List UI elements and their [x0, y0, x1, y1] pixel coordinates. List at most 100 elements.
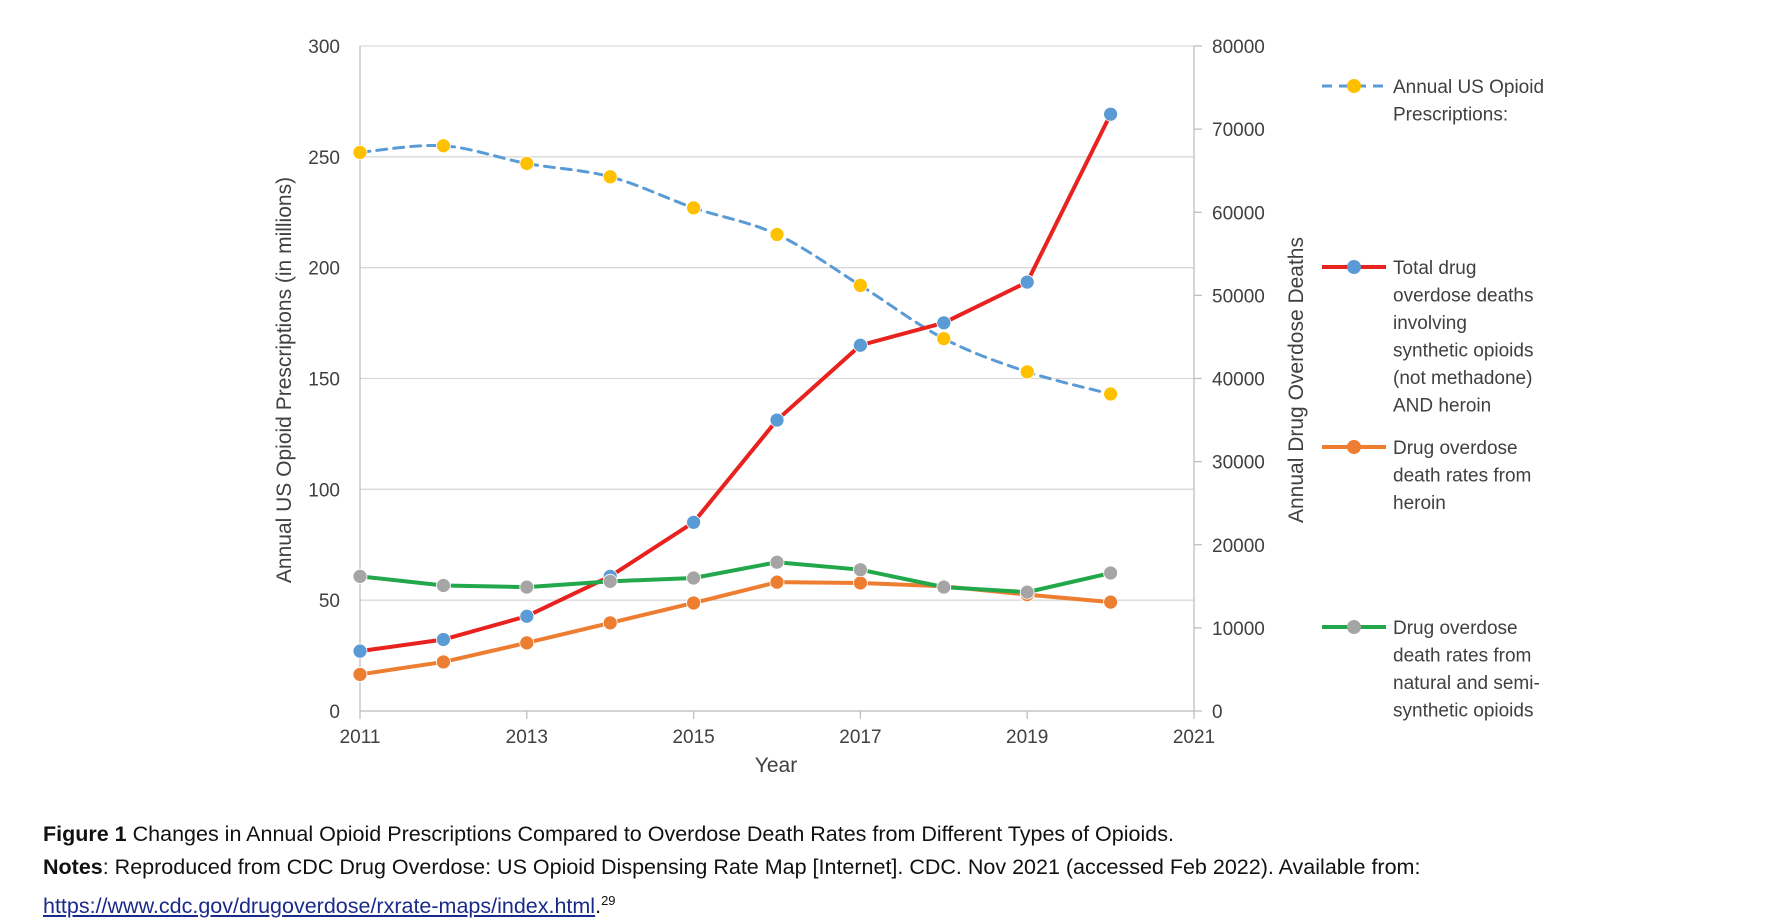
figure-title: Changes in Annual Opioid Prescriptions C… [132, 822, 1174, 846]
gridlines [360, 45, 1194, 712]
y-left-tick-label: 0 [329, 702, 340, 723]
legend-label-3: Drug overdose [1393, 618, 1518, 639]
series-2-point [853, 575, 868, 591]
series-0-point [1019, 364, 1035, 380]
y-right-tick-label: 60000 [1212, 203, 1265, 224]
series-line-3 [358, 560, 1113, 595]
series-0-point [435, 138, 451, 154]
notes-label: Notes [43, 855, 103, 879]
series-2-point [769, 574, 785, 590]
series-2-point [435, 654, 451, 670]
series-2-point [352, 667, 368, 682]
legend-label-3: death rates from [1393, 646, 1531, 667]
y-right-tick-label: 10000 [1212, 619, 1265, 640]
y-left-tick-label: 50 [319, 591, 340, 612]
series-0-point [769, 227, 785, 242]
series-0-point [352, 144, 368, 160]
series-2-point [519, 635, 535, 651]
source-link[interactable]: https://www.cdc.gov/drugoverdose/rxrate-… [43, 894, 596, 919]
x-tick-label: 2015 [672, 727, 714, 748]
y-right-tick-label: 50000 [1212, 286, 1265, 307]
y-right-axis-title: Annual Drug Overdose Deaths [1285, 237, 1308, 523]
series-3-point [686, 570, 701, 586]
figure-label: Figure 1 [43, 822, 127, 846]
notes-text: : Reproduced from CDC Drug Overdose: US … [102, 855, 1421, 879]
tick-labels: 0 50 100 150 200 250 300 0 10000 20000 30000 40000 5… [308, 37, 1265, 748]
legend: Annual US Opioid Prescriptions: Total drug… [1322, 77, 1544, 722]
y-right-tick-label: 30000 [1212, 453, 1265, 474]
series-1-point [769, 412, 785, 428]
y-right-tick-label: 20000 [1212, 536, 1265, 557]
series-2-point [602, 615, 618, 631]
series-0-point [519, 156, 535, 171]
axes [359, 45, 1202, 719]
figure-caption: Figure 1 Changes in Annual Opioid Prescr… [43, 818, 1783, 923]
series-3-point [853, 562, 868, 578]
legend-label-1: AND heroin [1393, 396, 1491, 417]
series-line-1 [358, 112, 1113, 654]
legend-label-2: Drug overdose [1393, 438, 1518, 459]
reference-number: 29 [601, 893, 616, 908]
series-2-point [1103, 594, 1118, 610]
series-1-point [853, 337, 868, 353]
legend-label-0: Prescriptions: [1393, 105, 1508, 126]
y-left-tick-label: 200 [308, 259, 340, 280]
x-axis-title: Year [755, 754, 797, 777]
y-right-tick-label: 0 [1212, 702, 1223, 723]
y-right-tick-label: 40000 [1212, 370, 1265, 391]
legend-label-3: natural and semi- [1393, 673, 1540, 694]
legend-label-1: (not methadone) [1393, 368, 1532, 389]
dual-axis-line-chart: 0 50 100 150 200 250 300 0 10000 20000 30000 40000 5… [273, 37, 1544, 777]
x-tick-label: 2019 [1006, 727, 1048, 748]
x-tick-label: 2017 [839, 727, 881, 748]
legend-label-2: death rates from [1393, 466, 1531, 487]
y-right-tick-label: 80000 [1212, 37, 1265, 58]
x-tick-label: 2013 [506, 727, 548, 748]
y-right-tick-label: 70000 [1212, 120, 1265, 141]
series-0-point [686, 200, 701, 216]
legend-label-1: involving [1393, 313, 1467, 334]
series-1-point [519, 608, 535, 624]
series-3-point [602, 573, 618, 589]
series-0-point [936, 331, 952, 347]
legend-label-0: Annual US Opioid [1393, 77, 1544, 98]
legend-swatch-marker-2 [1347, 440, 1361, 454]
series-1-point [435, 632, 451, 647]
series-3-point [519, 579, 535, 595]
series-3-point [936, 579, 952, 595]
series-1-point [1019, 274, 1035, 290]
legend-label-1: Total drug [1393, 258, 1476, 279]
series-3-point [769, 554, 785, 570]
series-0-point [602, 169, 618, 185]
y-left-tick-label: 150 [308, 370, 340, 391]
series-1-point [686, 514, 701, 530]
after-link: . [595, 894, 602, 919]
y-left-tick-label: 250 [308, 148, 340, 169]
legend-swatch-marker-1 [1347, 260, 1361, 274]
legend-swatch-marker-0 [1347, 79, 1361, 93]
y-left-tick-label: 100 [308, 480, 340, 501]
legend-label-1: overdose deaths [1393, 286, 1534, 307]
series-line-2 [358, 580, 1113, 677]
series-layer [352, 106, 1118, 682]
legend-label-1: synthetic opioids [1393, 341, 1533, 362]
series-0-point [853, 277, 868, 293]
legend-swatch-marker-3 [1347, 620, 1361, 634]
series-line-0 [358, 143, 1113, 396]
y-left-axis-title: Annual US Opioid Prescriptions (in milli… [273, 177, 296, 583]
series-1-point [936, 315, 952, 331]
x-tick-label: 2021 [1173, 727, 1215, 748]
legend-label-2: heroin [1393, 493, 1446, 514]
series-2-point [686, 595, 701, 611]
figure-title-line: Figure 1 Changes in Annual Opioid Prescr… [43, 818, 1783, 851]
y-left-tick-label: 300 [308, 37, 340, 58]
legend-label-3: synthetic opioids [1393, 701, 1533, 722]
series-3-point [435, 578, 451, 593]
series-1-point [352, 643, 368, 659]
x-tick-label: 2011 [340, 727, 381, 748]
notes-line: Notes: Reproduced from CDC Drug Overdose… [43, 851, 1783, 923]
series-0-point [1103, 386, 1118, 402]
series-1-point [1103, 106, 1118, 122]
series-3-point [1103, 565, 1118, 581]
series-3-point [352, 568, 368, 584]
